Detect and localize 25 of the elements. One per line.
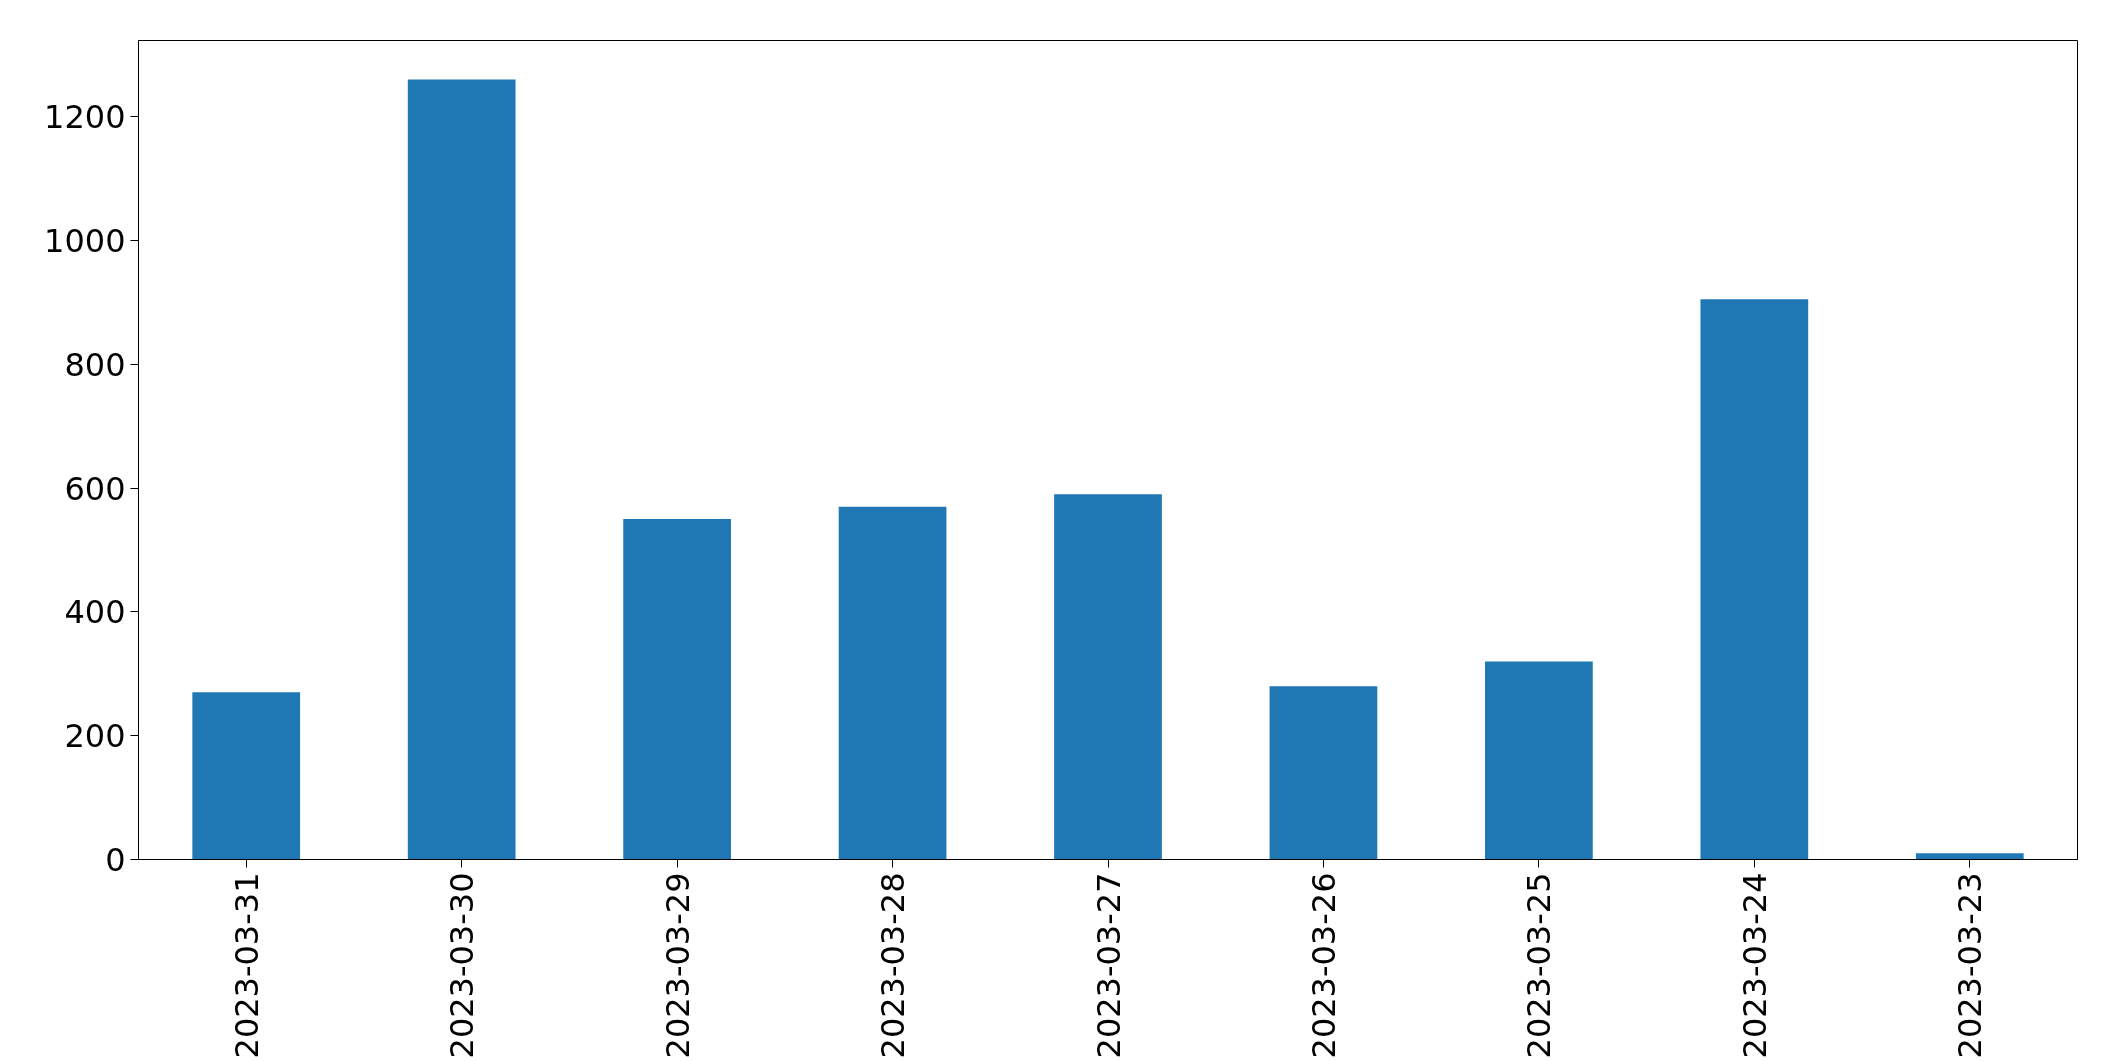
bar [1054, 494, 1162, 860]
x-tick-label: 2023-03-26 [1304, 872, 1343, 1059]
y-tick-label: 0 [105, 841, 126, 879]
bar [1915, 853, 2024, 860]
bar [192, 692, 301, 860]
bar [623, 519, 731, 860]
x-tick-label: 2023-03-27 [1089, 872, 1128, 1059]
bar [1700, 299, 1809, 860]
x-tick-label: 2023-03-24 [1735, 872, 1774, 1059]
x-tick-label: 2023-03-25 [1520, 872, 1559, 1059]
bar [407, 79, 516, 860]
bar [1485, 661, 1593, 860]
x-tick-label: 2023-03-29 [658, 872, 697, 1059]
y-tick-label: 600 [64, 469, 126, 508]
y-tick-label: 1200 [44, 98, 126, 137]
y-tick-label: 800 [64, 345, 126, 384]
bar [1269, 686, 1378, 860]
x-tick-label: 2023-03-31 [227, 872, 266, 1059]
y-tick-label: 1000 [44, 221, 126, 260]
y-tick-label: 400 [64, 593, 126, 632]
y-tick-label: 200 [64, 717, 126, 756]
bar [838, 506, 947, 860]
x-tick-label: 2023-03-23 [1951, 872, 1990, 1059]
x-tick-label: 2023-03-30 [443, 872, 482, 1059]
x-tick-label: 2023-03-28 [874, 872, 913, 1059]
